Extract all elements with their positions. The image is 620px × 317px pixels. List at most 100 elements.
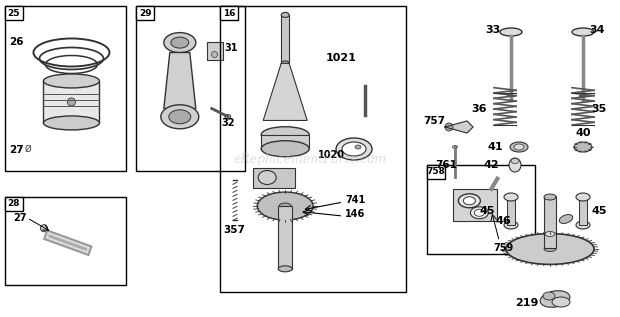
Ellipse shape — [544, 247, 556, 251]
Bar — [427, 165, 445, 179]
Text: 741: 741 — [345, 195, 365, 205]
Text: 46: 46 — [496, 216, 511, 226]
Text: 27: 27 — [13, 213, 27, 223]
Ellipse shape — [43, 74, 99, 88]
Bar — [136, 6, 154, 20]
Ellipse shape — [261, 127, 309, 143]
Ellipse shape — [281, 12, 289, 17]
Bar — [278, 206, 292, 269]
Ellipse shape — [540, 291, 570, 307]
Ellipse shape — [458, 194, 480, 208]
Ellipse shape — [169, 110, 191, 124]
Ellipse shape — [342, 142, 366, 156]
Ellipse shape — [278, 266, 292, 272]
Ellipse shape — [68, 98, 76, 106]
Ellipse shape — [258, 171, 276, 184]
Bar — [220, 6, 238, 20]
Text: 761: 761 — [435, 160, 457, 170]
Text: 40: 40 — [575, 128, 590, 138]
Text: 45: 45 — [479, 206, 495, 216]
Polygon shape — [264, 63, 307, 120]
Bar — [261, 135, 309, 149]
Ellipse shape — [336, 138, 372, 160]
Ellipse shape — [225, 114, 231, 119]
Ellipse shape — [576, 193, 590, 201]
Ellipse shape — [453, 146, 458, 148]
Text: 357: 357 — [223, 225, 245, 235]
Text: 758: 758 — [426, 167, 445, 176]
Text: 45: 45 — [591, 206, 606, 216]
Ellipse shape — [82, 245, 89, 253]
Ellipse shape — [576, 221, 590, 229]
Ellipse shape — [43, 116, 99, 130]
Ellipse shape — [552, 297, 570, 307]
Ellipse shape — [545, 231, 555, 236]
Polygon shape — [253, 167, 295, 188]
Ellipse shape — [572, 28, 594, 36]
Bar — [5, 6, 23, 20]
Text: 757: 757 — [423, 116, 445, 126]
Ellipse shape — [574, 142, 592, 152]
Ellipse shape — [170, 37, 189, 48]
Ellipse shape — [355, 145, 361, 149]
Ellipse shape — [40, 225, 48, 232]
Bar — [5, 197, 23, 210]
Ellipse shape — [474, 209, 484, 216]
Text: 41: 41 — [487, 142, 503, 152]
Text: 27: 27 — [9, 145, 24, 155]
Ellipse shape — [511, 158, 519, 164]
Ellipse shape — [279, 203, 291, 209]
Polygon shape — [206, 42, 223, 61]
Text: 219: 219 — [515, 298, 538, 308]
Text: 25: 25 — [7, 9, 20, 18]
Bar — [507, 197, 515, 225]
Ellipse shape — [544, 194, 556, 200]
Bar — [579, 197, 587, 225]
Text: 36: 36 — [471, 104, 487, 114]
Ellipse shape — [161, 105, 199, 129]
Bar — [544, 196, 556, 248]
Ellipse shape — [261, 141, 309, 157]
Text: 32: 32 — [222, 118, 235, 127]
Text: 28: 28 — [7, 199, 20, 208]
Text: 33: 33 — [485, 25, 500, 35]
Ellipse shape — [514, 144, 524, 150]
Ellipse shape — [471, 207, 489, 219]
Polygon shape — [445, 121, 473, 133]
Ellipse shape — [504, 193, 518, 201]
Text: 35: 35 — [591, 104, 606, 114]
Text: 26: 26 — [9, 37, 24, 48]
Text: 29: 29 — [139, 9, 152, 18]
Text: 31: 31 — [224, 43, 238, 54]
Text: 759: 759 — [494, 243, 513, 253]
Bar — [5, 6, 126, 171]
Bar — [136, 6, 245, 171]
Ellipse shape — [257, 192, 313, 220]
Bar — [220, 6, 406, 292]
Ellipse shape — [510, 142, 528, 152]
Text: 42: 42 — [483, 160, 498, 170]
Ellipse shape — [504, 221, 518, 229]
Ellipse shape — [211, 51, 218, 57]
Ellipse shape — [506, 234, 594, 264]
Text: Ø: Ø — [25, 145, 32, 154]
Polygon shape — [453, 189, 497, 221]
Text: 1020: 1020 — [318, 150, 345, 160]
Polygon shape — [164, 53, 196, 108]
Ellipse shape — [445, 123, 453, 131]
Bar — [5, 197, 126, 285]
Ellipse shape — [463, 197, 476, 205]
Ellipse shape — [164, 33, 196, 53]
Text: 1021: 1021 — [326, 53, 357, 63]
Ellipse shape — [281, 61, 289, 66]
Ellipse shape — [47, 232, 53, 240]
Ellipse shape — [559, 215, 573, 223]
Text: 146: 146 — [345, 209, 365, 219]
Text: eReplacementParts.com: eReplacementParts.com — [233, 152, 387, 165]
Ellipse shape — [543, 292, 555, 300]
Text: 34: 34 — [589, 25, 604, 35]
Ellipse shape — [500, 28, 522, 36]
Text: 16: 16 — [223, 9, 236, 18]
Bar — [427, 165, 535, 254]
Ellipse shape — [509, 158, 521, 172]
